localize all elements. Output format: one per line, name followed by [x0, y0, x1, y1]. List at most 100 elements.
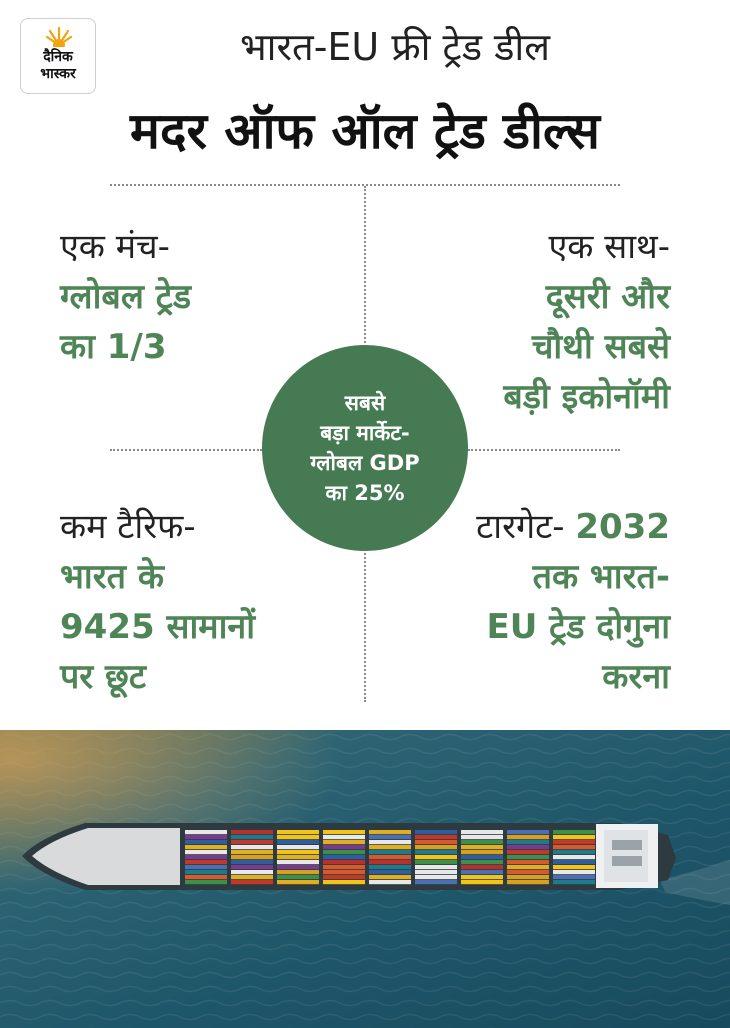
quadrant-label: एक मंच-: [60, 227, 170, 267]
container-stack: [553, 865, 595, 870]
quadrant-value-line: तक भारत-: [532, 557, 670, 597]
container-ship-image: [0, 730, 730, 1028]
container-stack: [553, 830, 595, 835]
container-stack: [231, 880, 273, 885]
center-text-line: सबसे: [344, 391, 386, 415]
container-stack: [461, 830, 503, 835]
container-stack: [507, 855, 549, 860]
quadrant-value-line: 9425 सामानों: [60, 607, 256, 647]
container-stack: [231, 865, 273, 870]
quadrant-value-line: दूसरी और: [545, 277, 670, 317]
container-stack: [185, 875, 227, 880]
container-stack: [415, 855, 457, 860]
quadrant-label: टारगेट-: [476, 507, 565, 547]
container-stack: [231, 870, 273, 875]
container-stack: [323, 860, 365, 865]
container-stack: [323, 880, 365, 885]
container-stack: [507, 865, 549, 870]
quadrant-bottom-right: टारगेट- 2032 तक भारत- EU ट्रेड दोगुना कर…: [370, 502, 670, 702]
container-stack: [507, 880, 549, 885]
page-title: मदर ऑफ ऑल ट्रेड डील्स: [130, 102, 600, 160]
container-stack: [277, 860, 319, 865]
top-divider: [110, 184, 620, 186]
quadrant-label: कम टैरिफ-: [60, 507, 196, 547]
quadrant-value-line: ग्लोबल ट्रेड: [60, 277, 192, 317]
container-stack: [277, 855, 319, 860]
container-stack: [461, 840, 503, 845]
quadrant-label: एक साथ-: [548, 227, 670, 267]
container-stack: [415, 875, 457, 880]
page-subtitle: भारत-EU फ्री ट्रेड डील: [239, 25, 551, 69]
quadrant-value-line: का 1/3: [60, 327, 167, 367]
container-stack: [369, 875, 411, 880]
container-stack: [415, 830, 457, 835]
container-stack: [277, 880, 319, 885]
center-text-line: बड़ा मार्केट-: [320, 421, 410, 445]
container-stack: [461, 870, 503, 875]
container-stack: [553, 850, 595, 855]
center-text-line: ग्लोबल GDP: [310, 451, 420, 475]
container-stack: [185, 835, 227, 840]
container-stack: [323, 875, 365, 880]
quadrant-value-line: बड़ी इकोनॉमी: [503, 377, 670, 417]
container-stack: [507, 830, 549, 835]
quadrant-value-line: पर छूट: [60, 657, 147, 697]
middle-divider-right: [468, 449, 620, 451]
container-stack: [231, 860, 273, 865]
container-stack: [369, 835, 411, 840]
container-stack: [415, 835, 457, 840]
container-stack: [231, 875, 273, 880]
center-highlight-circle: सबसे बड़ा मार्केट- ग्लोबल GDP का 25%: [262, 345, 468, 551]
container-stack: [323, 845, 365, 850]
container-stack: [415, 850, 457, 855]
container-stack: [277, 850, 319, 855]
container-stack: [277, 835, 319, 840]
container-stack: [277, 845, 319, 850]
logo-text-line2: भास्कर: [40, 66, 76, 82]
logo-text-line1: दैनिक: [43, 49, 73, 65]
container-stack: [553, 845, 595, 850]
container-stack: [231, 850, 273, 855]
container-stack: [277, 830, 319, 835]
container-stack: [277, 840, 319, 845]
container-stack: [553, 835, 595, 840]
container-stack: [369, 850, 411, 855]
container-ship-photo: [0, 730, 730, 1028]
container-stack: [185, 855, 227, 860]
quadrant-value-line: EU ट्रेड दोगुना: [486, 607, 670, 647]
quadrant-value-line: करना: [602, 657, 670, 697]
middle-divider-left: [110, 449, 262, 451]
container-stack: [323, 835, 365, 840]
container-stack: [185, 870, 227, 875]
container-stack: [507, 860, 549, 865]
container-stack: [185, 880, 227, 885]
dainik-bhaskar-logo: दैनिक भास्कर: [20, 18, 96, 94]
container-stack: [461, 835, 503, 840]
container-stack: [369, 830, 411, 835]
container-stack: [553, 855, 595, 860]
container-stack: [323, 855, 365, 860]
container-stack: [231, 855, 273, 860]
container-stack: [231, 830, 273, 835]
container-stack: [231, 840, 273, 845]
container-stack: [553, 870, 595, 875]
quadrant-value-line: भारत के: [60, 557, 164, 597]
container-stack: [185, 845, 227, 850]
container-stack: [185, 860, 227, 865]
container-stack: [185, 850, 227, 855]
container-stack: [185, 840, 227, 845]
container-stack: [507, 845, 549, 850]
container-stack: [461, 860, 503, 865]
container-stack: [369, 870, 411, 875]
container-stack: [461, 850, 503, 855]
container-stack: [323, 830, 365, 835]
container-stack: [553, 840, 595, 845]
container-stack: [507, 835, 549, 840]
container-stack: [277, 870, 319, 875]
container-stack: [369, 865, 411, 870]
container-stack: [461, 855, 503, 860]
container-stack: [415, 845, 457, 850]
container-stack: [553, 875, 595, 880]
container-stack: [553, 860, 595, 865]
container-stack: [415, 880, 457, 885]
